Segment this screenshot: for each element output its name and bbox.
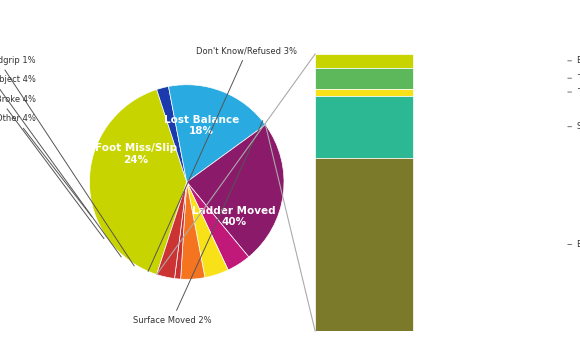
Text: Ladder Moved
40%: Ladder Moved 40% xyxy=(192,206,276,227)
Bar xyxy=(315,68,413,88)
Text: Top 3%: Top 3% xyxy=(568,74,580,83)
Text: Foot Miss/Slip
24%: Foot Miss/Slip 24% xyxy=(95,143,177,165)
Wedge shape xyxy=(89,90,187,274)
Wedge shape xyxy=(187,125,284,257)
Bar xyxy=(315,158,413,331)
Text: Sideways 9%: Sideways 9% xyxy=(568,122,580,131)
Text: Struck by Object 4%: Struck by Object 4% xyxy=(0,75,121,257)
Wedge shape xyxy=(187,182,249,270)
Wedge shape xyxy=(169,85,266,182)
Bar xyxy=(315,95,413,158)
Wedge shape xyxy=(157,182,187,278)
Wedge shape xyxy=(187,182,228,278)
Bar xyxy=(315,88,413,95)
Text: Other 4%: Other 4% xyxy=(0,114,92,217)
Text: Surface Moved 2%: Surface Moved 2% xyxy=(133,120,263,325)
Text: Bottom 25%: Bottom 25% xyxy=(568,240,580,249)
Text: Lost Handgrip 1%: Lost Handgrip 1% xyxy=(0,56,134,266)
Wedge shape xyxy=(175,182,187,279)
Text: Ladder Broke 4%: Ladder Broke 4% xyxy=(0,95,104,239)
Wedge shape xyxy=(180,182,205,279)
Text: Lost Balance
18%: Lost Balance 18% xyxy=(164,115,239,136)
Bar xyxy=(315,54,413,68)
Text: Don't Know/Refused 3%: Don't Know/Refused 3% xyxy=(148,46,298,272)
Wedge shape xyxy=(157,86,187,182)
Text: Backwards 2%: Backwards 2% xyxy=(568,56,580,66)
Text: Twisted/Shook 1%: Twisted/Shook 1% xyxy=(568,87,580,96)
